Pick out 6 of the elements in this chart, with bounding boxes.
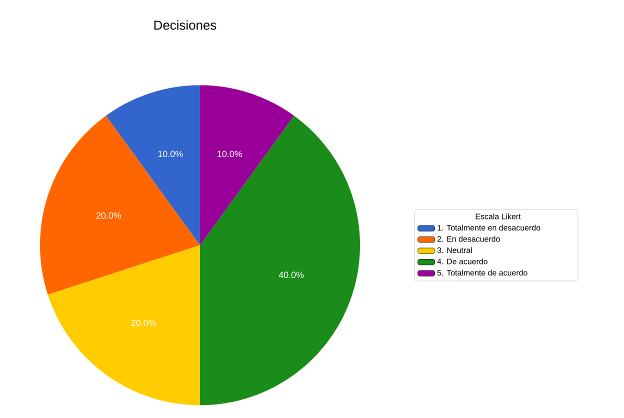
data-label: 20.0% [131,320,156,326]
chart-title: Decisiones [154,20,216,30]
data-label: 10.0% [158,150,183,158]
data-label: 10.0% [218,150,242,158]
data-label: 20.0% [96,212,122,219]
data-label: 40.0% [278,272,304,278]
